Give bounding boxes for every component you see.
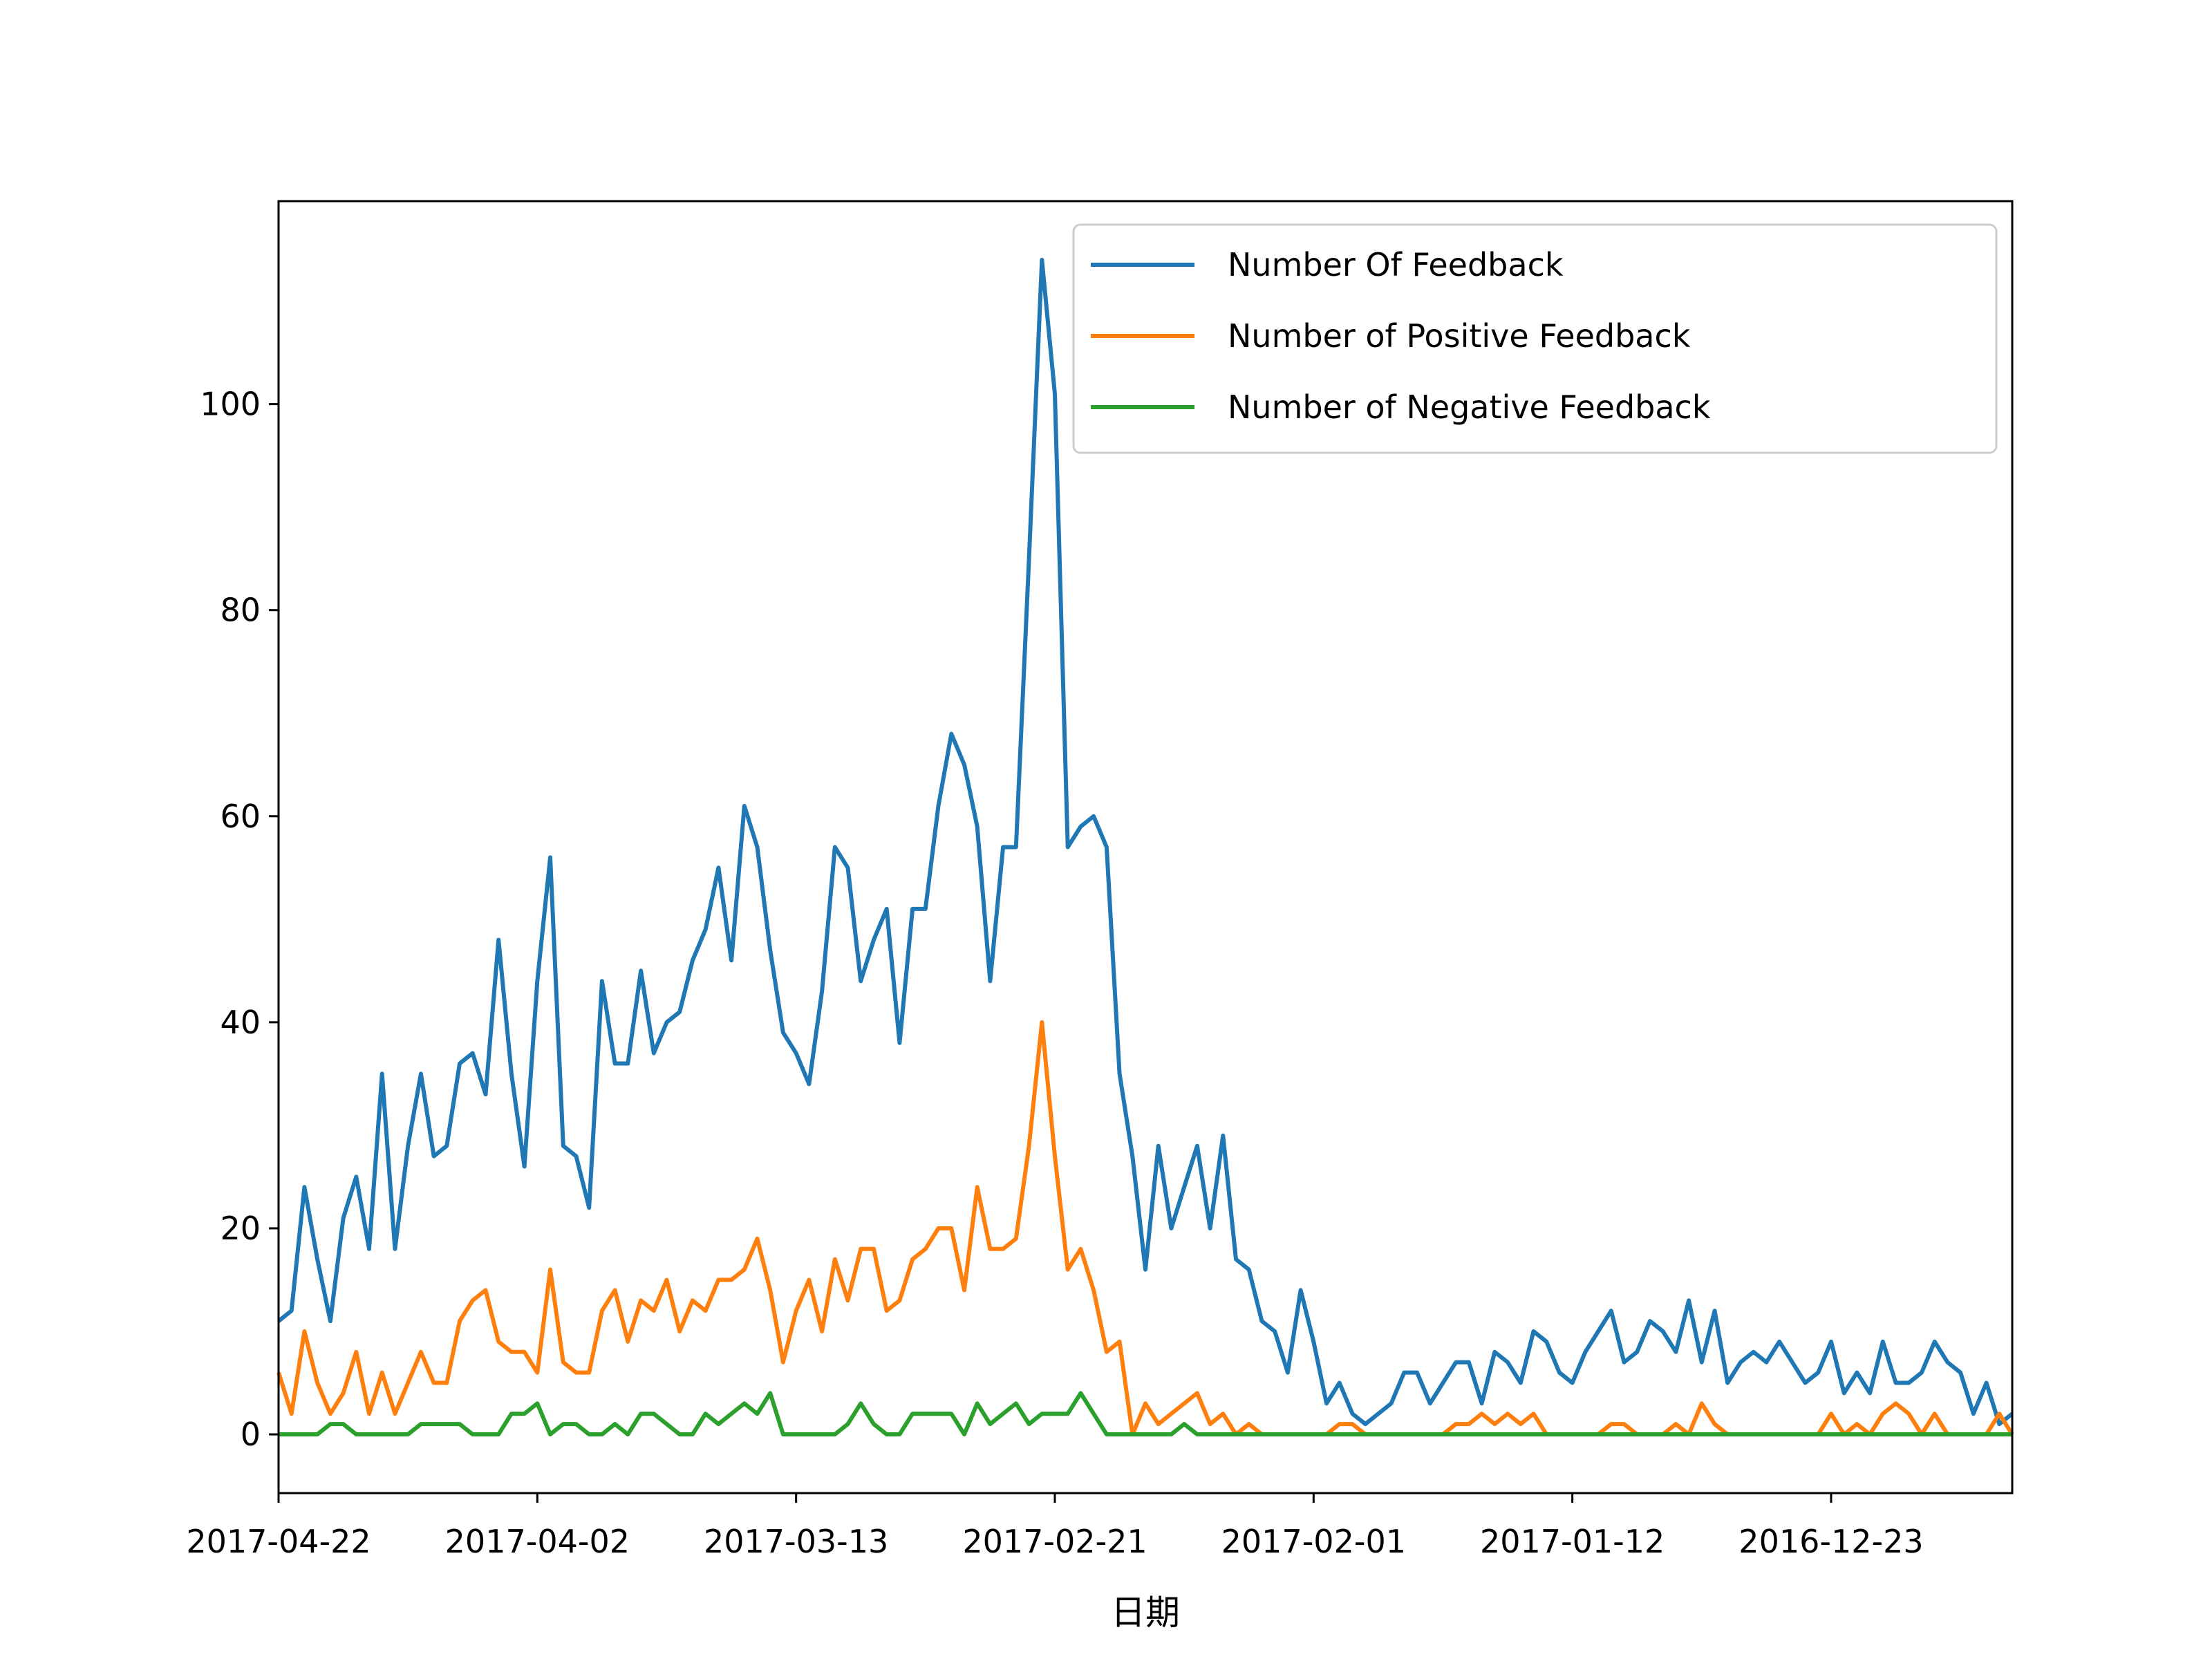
series-layer xyxy=(276,258,2014,1436)
y-tick-label: 60 xyxy=(220,798,261,835)
plot-frame xyxy=(277,200,2014,1494)
x-axis-label: 日期 xyxy=(1111,1593,1180,1633)
series-line-2 xyxy=(276,1020,2014,1436)
y-axis: 0 20 40 60 80 100 xyxy=(200,386,279,1453)
y-tick-label: 80 xyxy=(220,592,261,629)
series-line-1 xyxy=(277,258,2014,1427)
x-tick-label: 2016-12-23 xyxy=(1738,1523,1923,1560)
y-tick-label: 100 xyxy=(200,386,261,423)
x-tick-label: 2017-02-21 xyxy=(962,1523,1147,1560)
legend-label-1: Number Of Feedback xyxy=(1228,246,1564,283)
x-tick-label: 2017-04-02 xyxy=(445,1523,630,1560)
y-tick-label: 40 xyxy=(220,1004,261,1041)
y-tick-label: 20 xyxy=(220,1210,261,1247)
legend-label-2: Number of Positive Feedback xyxy=(1228,317,1691,355)
x-tick-label: 2017-02-01 xyxy=(1221,1523,1406,1560)
x-tick-label: 2017-04-22 xyxy=(186,1523,371,1560)
y-tick-label: 0 xyxy=(241,1416,261,1453)
legend: Number Of Feedback Number of Positive Fee… xyxy=(1072,223,1998,454)
legend-box xyxy=(1072,223,1998,454)
legend-label-3: Number of Negative Feedback xyxy=(1228,388,1711,426)
x-tick-label: 2017-03-13 xyxy=(704,1523,888,1560)
x-tick-label: 2017-01-12 xyxy=(1480,1523,1665,1560)
series-line-3 xyxy=(279,1391,2012,1436)
x-axis: 2017-04-22 2017-04-02 2017-03-13 2017-02-21… xyxy=(186,1493,1924,1560)
